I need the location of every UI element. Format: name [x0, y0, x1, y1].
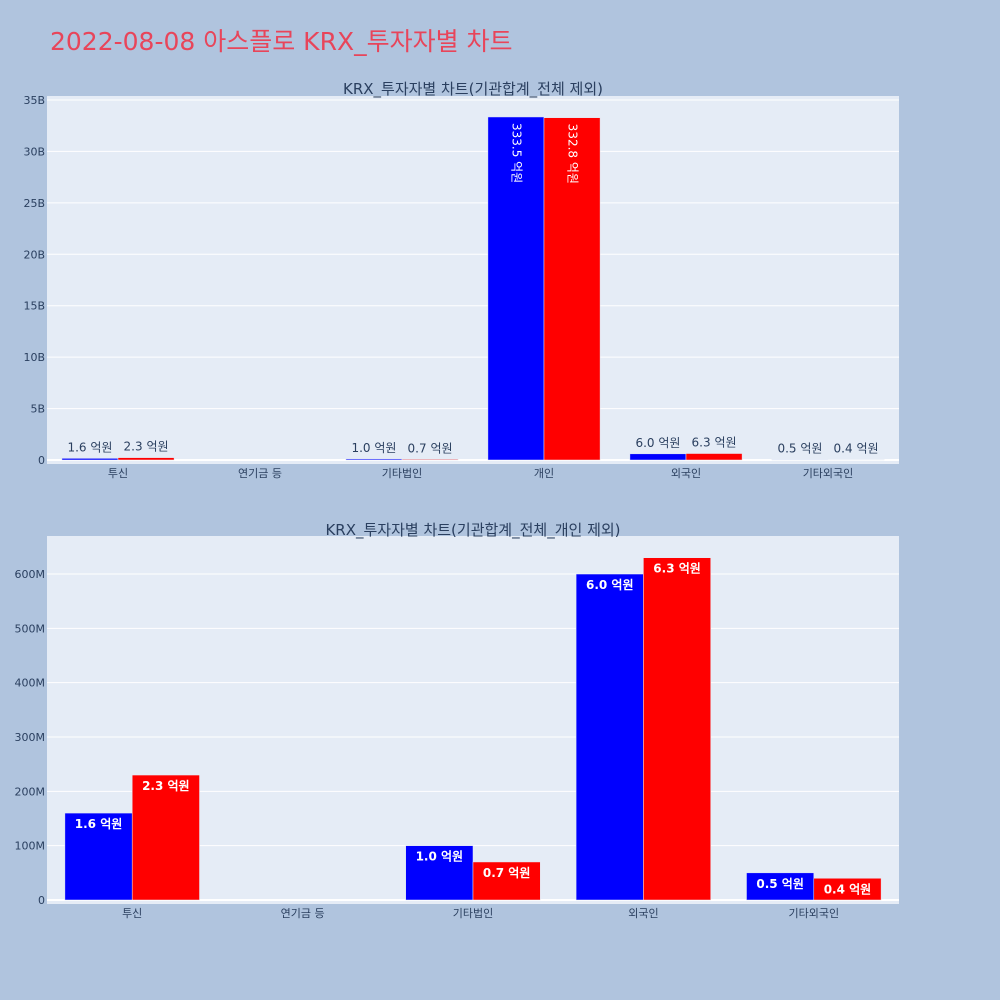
bar — [629, 453, 687, 461]
y-tick-label: 200M — [15, 785, 46, 798]
bar — [117, 457, 175, 461]
data-label: 6.3 억원 — [692, 436, 737, 450]
x-tick-label: 기타외국인 — [803, 467, 854, 480]
chart-subtitle: KRX_투자자별 차트(기관합계_전체_개인 제외) — [325, 521, 620, 540]
bar — [345, 458, 403, 461]
data-label: 332.8 억원 — [566, 124, 580, 184]
x-tick-label: 외국인 — [628, 907, 658, 920]
data-label: 1.6 억원 — [75, 817, 123, 831]
y-tick-label: 35B — [23, 94, 45, 107]
x-tick-label: 투신 — [122, 907, 142, 920]
x-tick-label: 투신 — [108, 467, 128, 480]
bar — [61, 458, 119, 461]
bar — [487, 116, 545, 461]
y-tick-label: 600M — [15, 568, 46, 581]
data-label: 0.7 억원 — [483, 866, 531, 880]
bar — [771, 459, 829, 461]
x-tick-label: 개인 — [534, 467, 554, 480]
x-tick-label: 외국인 — [671, 467, 701, 480]
x-tick-label: 기타외국인 — [788, 907, 839, 920]
data-label: 1.6 억원 — [67, 440, 112, 454]
y-tick-label: 5B — [30, 403, 45, 416]
bar — [64, 812, 133, 901]
bar — [685, 453, 743, 461]
data-label: 1.0 억원 — [351, 441, 396, 455]
y-tick-label: 30B — [23, 145, 45, 158]
bar — [401, 459, 459, 461]
data-label: 0.4 억원 — [834, 442, 879, 456]
y-tick-label: 25B — [23, 197, 45, 210]
bar — [746, 872, 815, 901]
bar — [405, 845, 474, 901]
y-tick-label: 0 — [38, 894, 45, 907]
data-label: 6.0 억원 — [586, 578, 634, 592]
x-tick-label: 연기금 등 — [238, 467, 282, 480]
bar — [643, 557, 711, 901]
data-label: 0.5 억원 — [777, 441, 822, 455]
bar — [575, 573, 644, 901]
y-tick-label: 500M — [15, 622, 46, 635]
data-label: 0.5 억원 — [756, 877, 804, 891]
data-label: 6.0 억원 — [635, 436, 680, 450]
bar — [543, 117, 601, 461]
y-tick-label: 0 — [38, 454, 45, 467]
data-label: 2.3 억원 — [124, 440, 169, 454]
page-title: 2022-08-08 아스플로 KRX_투자자별 차트 — [50, 27, 513, 56]
y-tick-label: 400M — [15, 677, 46, 690]
data-label: 0.4 억원 — [824, 882, 872, 896]
x-tick-label: 연기금 등 — [281, 907, 325, 920]
y-tick-label: 10B — [23, 351, 45, 364]
x-tick-label: 기타법인 — [453, 907, 493, 920]
plot-background — [47, 96, 899, 464]
y-tick-label: 100M — [15, 840, 46, 853]
bar — [813, 878, 882, 901]
data-label: 0.7 억원 — [408, 441, 453, 455]
bar — [131, 774, 200, 901]
bar — [472, 861, 541, 901]
data-label: 2.3 억원 — [142, 779, 190, 793]
data-label: 6.3 억원 — [653, 562, 701, 576]
y-tick-label: 20B — [23, 248, 45, 261]
y-tick-label: 15B — [23, 300, 45, 313]
x-tick-label: 기타법인 — [382, 467, 422, 480]
y-tick-label: 300M — [15, 731, 46, 744]
data-label: 333.5 억원 — [509, 123, 523, 183]
data-label: 1.0 억원 — [416, 850, 464, 864]
chart-subtitle: KRX_투자자별 차트(기관합계_전체 제외) — [343, 80, 603, 99]
